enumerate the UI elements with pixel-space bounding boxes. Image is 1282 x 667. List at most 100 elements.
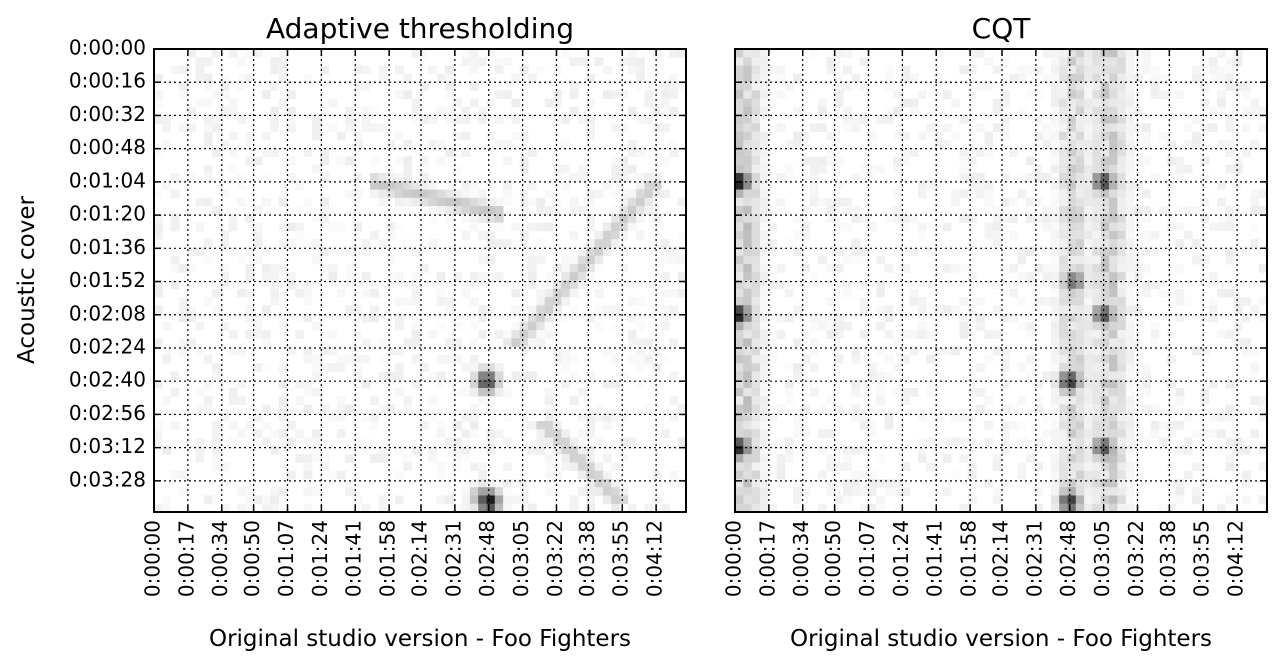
heatmap-cell (486, 206, 496, 215)
heatmap-cell (1109, 379, 1118, 389)
heatmap-cell (926, 123, 935, 133)
heatmap-cell (320, 462, 329, 472)
heatmap-cell (1084, 272, 1093, 281)
heatmap-cell (801, 222, 811, 232)
heatmap-cell (1167, 181, 1176, 190)
heatmap-cell (843, 115, 852, 124)
heatmap-cell (444, 206, 454, 215)
heatmap-cell (1242, 346, 1251, 356)
heatmap-cell (586, 98, 595, 108)
heatmap-cell (1034, 396, 1043, 405)
heatmap-cell (809, 156, 819, 166)
heatmap-cell (1242, 247, 1251, 257)
heatmap-cell (619, 230, 629, 240)
heatmap-cell (1125, 470, 1135, 480)
heatmap-cell (1075, 396, 1085, 405)
heatmap-cell (1117, 387, 1127, 397)
heatmap-cell (1017, 73, 1027, 83)
heatmap-cell (751, 321, 761, 331)
heatmap-cell (1059, 421, 1068, 430)
heatmap-cell (984, 396, 994, 405)
heatmap-cell (793, 363, 802, 372)
heatmap-cell (187, 106, 196, 116)
heatmap-cell (735, 164, 744, 174)
heatmap-cell (461, 379, 471, 389)
heatmap-cell (370, 123, 379, 133)
heatmap-cell (1250, 346, 1260, 356)
heatmap-cell (759, 123, 769, 133)
heatmap-cell (1084, 321, 1093, 331)
heatmap-cell (602, 239, 612, 248)
heatmap-cell (511, 478, 521, 488)
heatmap-cell (1059, 239, 1068, 248)
heatmap-cell (1183, 206, 1193, 215)
heatmap-cell (478, 313, 487, 323)
heatmap-cell (1092, 346, 1102, 356)
heatmap-cell (403, 454, 413, 463)
heatmap-cell (784, 288, 794, 298)
heatmap-cell (735, 321, 744, 331)
heatmap-cell (536, 288, 546, 298)
heatmap-cell (1034, 164, 1043, 174)
heatmap-cell (1059, 49, 1068, 58)
heatmap-cell (1042, 247, 1052, 257)
y-tick-label: 0:00:16 (69, 69, 146, 93)
heatmap-cell (1059, 313, 1068, 323)
heatmap-cell (602, 487, 612, 496)
heatmap-cell (1258, 396, 1268, 405)
heatmap-cell (1042, 73, 1052, 83)
heatmap-cell (212, 421, 221, 430)
heatmap-cell (1042, 429, 1052, 438)
heatmap-cell (1175, 90, 1185, 100)
heatmap-cell (328, 206, 338, 215)
heatmap-cell (892, 503, 902, 513)
heatmap-cell (868, 478, 877, 488)
heatmap-cell (311, 354, 321, 364)
heatmap-cell (1092, 98, 1102, 108)
heatmap-cell (237, 288, 246, 298)
heatmap-cell (212, 371, 221, 381)
heatmap-cell (494, 503, 504, 513)
heatmap-cell (528, 338, 537, 348)
heatmap-cell (677, 247, 687, 257)
heatmap-cell (934, 412, 944, 422)
heatmap-cell (528, 197, 537, 207)
heatmap-cell (784, 363, 794, 372)
heatmap-cell (1075, 222, 1085, 232)
heatmap-cell (669, 106, 679, 116)
heatmap-cell (1092, 263, 1102, 273)
heatmap-cell (876, 115, 886, 124)
heatmap-cell (652, 181, 662, 190)
heatmap-cell (1084, 247, 1093, 257)
heatmap-cell (876, 321, 886, 331)
heatmap-cell (1117, 263, 1127, 273)
heatmap-cell (759, 478, 769, 488)
heatmap-cell (1092, 49, 1102, 58)
heatmap-cell (1025, 354, 1035, 364)
heatmap-cell (544, 305, 554, 314)
heatmap-cell (378, 454, 388, 463)
heatmap-cell (1242, 495, 1251, 505)
heatmap-cell (1050, 396, 1060, 405)
heatmap-cell (1084, 181, 1093, 190)
heatmap-cell (1017, 421, 1027, 430)
heatmap-cell (328, 123, 338, 133)
heatmap-cell (228, 131, 238, 141)
heatmap-cell (743, 371, 753, 381)
heatmap-cell (1050, 272, 1060, 281)
heatmap-cell (1042, 412, 1052, 422)
heatmap-cell (759, 313, 769, 323)
heatmap-cell (1134, 49, 1143, 58)
heatmap-cell (768, 437, 777, 447)
heatmap-cell (759, 57, 769, 66)
heatmap-cell (1084, 239, 1093, 248)
heatmap-cell (1075, 90, 1085, 100)
heatmap-cell (1258, 404, 1268, 414)
heatmap-cell (569, 263, 579, 273)
heatmap-cell (1117, 65, 1127, 75)
heatmap-cell (1092, 445, 1102, 455)
heatmap-cell (1042, 222, 1052, 232)
heatmap-cell (892, 189, 902, 199)
heatmap-cell (1084, 387, 1093, 397)
heatmap-cell (669, 49, 679, 58)
